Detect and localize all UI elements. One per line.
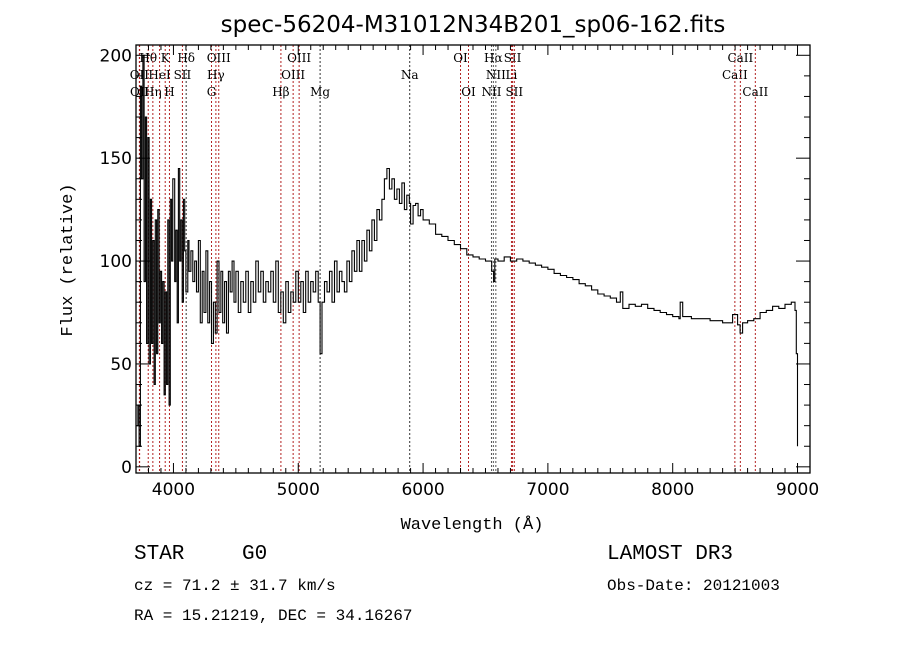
line-label: OIII bbox=[287, 51, 311, 65]
x-tick-label: 8000 bbox=[651, 480, 694, 500]
line-label: Mg bbox=[310, 85, 330, 99]
line-label: Hθ bbox=[139, 51, 157, 65]
line-label: Hδ bbox=[177, 51, 195, 65]
x-axis-label: Wavelength (Å) bbox=[401, 516, 544, 535]
y-tick-label: 0 bbox=[121, 458, 132, 478]
y-axis-label: Flux (relative) bbox=[59, 183, 78, 336]
line-label: OIII bbox=[207, 51, 231, 65]
line-label: G bbox=[207, 85, 217, 99]
x-tick-label: 5000 bbox=[277, 480, 320, 500]
object-subclass: G0 bbox=[242, 543, 267, 566]
line-label: SII bbox=[505, 85, 523, 99]
line-label: OIII bbox=[281, 68, 305, 82]
line-label: H bbox=[164, 85, 174, 99]
x-tick-label: 7000 bbox=[526, 480, 569, 500]
axes-ticks: 4000 5000 6000 7000 8000 9000 0 50 100 150 200 bbox=[100, 45, 819, 500]
line-label: Na bbox=[401, 68, 419, 82]
x-tick-label: 9000 bbox=[776, 480, 819, 500]
line-label: Hη bbox=[144, 85, 162, 99]
line-label: K bbox=[161, 51, 171, 65]
coordinates: RA = 15.21219, DEC = 34.16267 bbox=[134, 607, 412, 625]
obs-date: Obs-Date: 20121003 bbox=[607, 577, 780, 595]
y-tick-label: 100 bbox=[100, 252, 132, 272]
chart-title: spec-56204-M31012N34B201_sp06-162.fits bbox=[221, 12, 726, 38]
line-label: NII bbox=[481, 85, 501, 99]
line-label: CaII bbox=[727, 51, 753, 65]
spectral-lines: OIIOIIHθHηHeIKHSIIHδGHγOIIIHβOIIIOIIIMgN… bbox=[130, 45, 768, 473]
x-tick-label: 4000 bbox=[152, 480, 195, 500]
spectrum-line bbox=[136, 54, 799, 447]
y-tick-label: 150 bbox=[100, 149, 132, 169]
line-label: Hα bbox=[484, 51, 503, 65]
line-label: HeI bbox=[148, 68, 171, 82]
line-label: OI bbox=[461, 85, 476, 99]
survey-name: LAMOST DR3 bbox=[607, 543, 733, 566]
line-label: SII bbox=[504, 51, 522, 65]
x-tick-label: 6000 bbox=[401, 480, 444, 500]
y-tick-label: 200 bbox=[100, 46, 132, 66]
line-label: OI bbox=[453, 51, 468, 65]
y-tick-label: 50 bbox=[110, 355, 132, 375]
line-label: Li bbox=[506, 68, 518, 82]
object-class: STAR bbox=[134, 543, 185, 566]
line-label: Hγ bbox=[207, 68, 225, 82]
line-label: Hβ bbox=[272, 85, 289, 99]
line-label: SII bbox=[174, 68, 192, 82]
line-label: CaII bbox=[742, 85, 768, 99]
line-label: CaII bbox=[722, 68, 748, 82]
plot-frame bbox=[135, 44, 811, 474]
redshift-cz: cz = 71.2 ± 31.7 km/s bbox=[134, 577, 336, 595]
line-label: NII bbox=[486, 68, 506, 82]
